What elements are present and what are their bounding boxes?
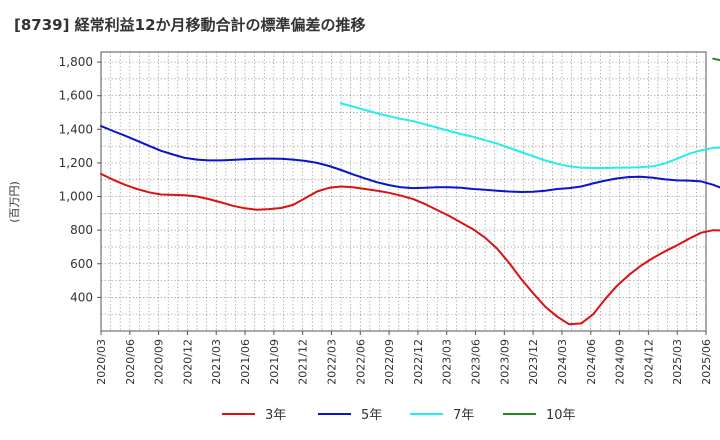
x-tick-label: 2020/06 <box>124 339 137 385</box>
series-line-1 <box>100 125 720 193</box>
series-line-3 <box>712 57 720 62</box>
x-tick-label: 2024/06 <box>585 339 598 385</box>
grid-lines <box>101 52 706 331</box>
series-lines <box>100 57 720 326</box>
x-tick-label: 2023/12 <box>527 339 540 385</box>
x-tick-label: 2022/03 <box>325 339 338 385</box>
legend-label: 3年 <box>265 408 286 423</box>
x-tick-label: 2020/12 <box>181 339 194 385</box>
legend-label: 10年 <box>546 408 576 423</box>
y-tick-label: 400 <box>70 290 93 304</box>
y-axis-ticks: 400 600 800 1,000 1,200 1,400 1,600 1,800 <box>59 55 101 304</box>
x-tick-label: 2020/09 <box>153 339 166 385</box>
x-tick-label: 2021/12 <box>297 339 310 385</box>
series-line-0 <box>100 172 720 326</box>
y-tick-label: 1,000 <box>59 190 93 204</box>
plot-frame <box>100 51 707 332</box>
series-line-2 <box>340 102 720 169</box>
x-tick-label: 2024/12 <box>642 339 655 385</box>
x-tick-label: 2022/09 <box>383 339 396 385</box>
legend-label: 5年 <box>361 408 382 423</box>
chart-title: [8739] 経常利益12か月移動合計の標準偏差の推移 <box>14 16 366 34</box>
x-tick-label: 2021/09 <box>268 339 281 385</box>
x-tick-label: 2023/03 <box>441 339 454 385</box>
x-tick-label: 2022/06 <box>354 339 367 385</box>
x-tick-label: 2025/03 <box>671 339 684 385</box>
y-tick-label: 1,800 <box>59 55 93 69</box>
x-tick-label: 2024/03 <box>556 339 569 385</box>
y-tick-label: 800 <box>70 223 93 237</box>
y-tick-label: 1,600 <box>59 89 93 103</box>
y-tick-label: 1,400 <box>59 122 93 136</box>
y-tick-label: 1,200 <box>59 156 93 170</box>
legend: 3年 5年 7年 10年 <box>222 408 576 423</box>
x-tick-label: 2022/12 <box>412 339 425 385</box>
x-tick-label: 2024/09 <box>614 339 627 385</box>
y-axis-label: (百万円) <box>8 181 21 223</box>
x-tick-label: 2023/06 <box>470 339 483 385</box>
x-tick-label: 2020/03 <box>95 339 108 385</box>
x-tick-label: 2021/06 <box>239 339 252 385</box>
y-tick-label: 600 <box>70 257 93 271</box>
x-tick-label: 2023/09 <box>498 339 511 385</box>
legend-label: 7年 <box>453 408 474 423</box>
x-axis-ticks: 2020/03 2020/06 2020/09 2020/12 2021/03 2021/… <box>95 331 713 385</box>
x-tick-label: 2021/03 <box>210 339 223 385</box>
x-tick-label: 2025/06 <box>700 339 713 385</box>
